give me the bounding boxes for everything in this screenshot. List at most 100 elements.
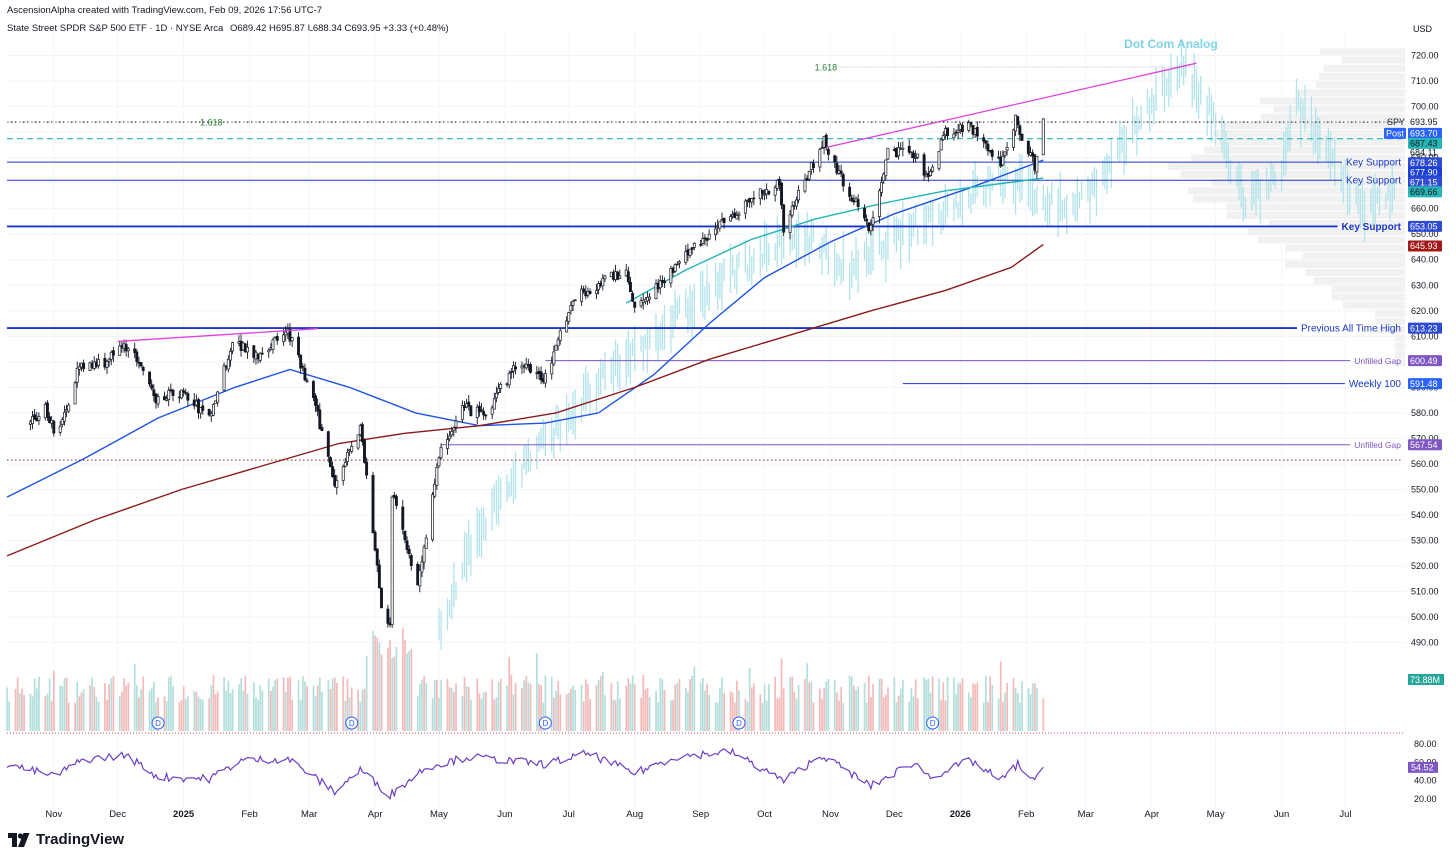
volume-bar xyxy=(953,677,955,731)
volume-bar xyxy=(91,677,94,731)
volume-bar xyxy=(570,688,572,731)
time-tick-label: Nov xyxy=(822,809,839,820)
candle-body xyxy=(633,301,637,308)
volume-bar xyxy=(604,695,606,731)
level-label: Key Support xyxy=(1342,222,1402,233)
volume-bar xyxy=(378,642,381,731)
price-tick-label: 560.00 xyxy=(1411,459,1439,469)
volume-bar xyxy=(625,685,628,731)
volume-bar xyxy=(574,690,577,731)
candle-body xyxy=(109,351,113,360)
candle-body xyxy=(45,402,49,418)
candle-body xyxy=(897,147,901,157)
candle-body xyxy=(75,367,79,383)
candle-body xyxy=(418,570,422,587)
volume-bar xyxy=(776,698,779,731)
dividend-marker xyxy=(538,716,552,730)
volume-bar xyxy=(1019,702,1021,731)
volume-bar xyxy=(895,702,898,731)
attribution-text: AscensionAlpha created with TradingView.… xyxy=(7,5,323,16)
candle-body xyxy=(582,288,586,292)
candle-body xyxy=(692,243,696,248)
volume-bar xyxy=(74,702,76,731)
time-axis[interactable]: Nov Dec 2025 Feb Mar Apr May Jun Jul Aug Sep Oct Nov… xyxy=(45,809,1351,820)
candle-body xyxy=(394,496,398,506)
volume-bar xyxy=(1029,694,1032,731)
candle-body xyxy=(435,467,439,486)
volume-bar xyxy=(306,686,308,731)
volume-bar xyxy=(376,637,379,731)
level-label: Unfilled Gap xyxy=(1354,440,1401,450)
symbol-name[interactable]: State Street SPDR S&P 500 ETF · 1D · NYS… xyxy=(7,23,224,34)
price-tag: 645.93 xyxy=(1410,241,1438,251)
volume-bar xyxy=(506,685,508,731)
volume-bar xyxy=(404,640,406,731)
candle-body xyxy=(1016,116,1020,126)
volume-bar xyxy=(167,677,170,731)
volume-bar xyxy=(361,689,364,731)
volume-bar xyxy=(731,692,734,731)
volume-bar xyxy=(819,688,821,731)
candle-body xyxy=(669,268,673,284)
volume-bar xyxy=(733,702,736,731)
dividend-marker xyxy=(151,716,165,730)
candle-body xyxy=(320,427,324,431)
volume-bar xyxy=(708,694,711,731)
volume-bar xyxy=(123,678,125,731)
volume-bar xyxy=(672,699,674,731)
volume-bar xyxy=(629,683,632,731)
price-axis[interactable]: USD720.00710.00700.00690.00680.00670.006… xyxy=(1384,24,1444,804)
candle-body xyxy=(326,431,330,457)
price-tick-label: 720.00 xyxy=(1411,51,1439,61)
candle-body xyxy=(452,427,456,431)
candle-body xyxy=(350,446,354,452)
candle-body xyxy=(107,358,111,362)
candle-body xyxy=(663,280,666,283)
time-tick-label: Aug xyxy=(626,809,643,820)
volume-bar xyxy=(38,676,40,731)
volume-bar xyxy=(331,678,334,731)
volume-bar xyxy=(18,693,21,731)
volume-bar xyxy=(178,701,181,731)
volume-profile-bar xyxy=(1395,358,1405,366)
volume-bar xyxy=(80,692,83,731)
candle-body xyxy=(373,531,377,551)
volume-bar xyxy=(470,699,472,731)
candle-body xyxy=(922,154,926,176)
time-tick-label: Mar xyxy=(1078,809,1094,820)
volume-profile-bar xyxy=(1226,211,1405,219)
volume-bar xyxy=(112,676,115,731)
candle-body xyxy=(714,228,718,236)
candle-body xyxy=(556,339,560,347)
candle-body xyxy=(318,409,322,429)
volume-bar xyxy=(495,697,498,731)
candle-body xyxy=(156,396,160,405)
volume-profile-bar xyxy=(1259,97,1405,105)
candle-body xyxy=(467,401,471,407)
tradingview-logo[interactable]: TradingView xyxy=(8,831,124,848)
candle-body xyxy=(639,300,643,307)
volume-bar xyxy=(212,675,215,731)
candle-body xyxy=(865,218,869,222)
candle-body xyxy=(33,414,37,420)
volume-bar xyxy=(684,687,687,731)
volume-profile-bar xyxy=(1261,113,1405,121)
candle-body xyxy=(182,390,186,393)
volume-bar xyxy=(836,692,838,731)
volume-profile-bar xyxy=(1315,81,1405,89)
volume-profile-bar xyxy=(1190,154,1405,162)
candle-body xyxy=(673,264,677,272)
volume-bar xyxy=(867,675,870,731)
volume-profile-bar xyxy=(1187,187,1405,195)
volume-bar xyxy=(284,691,287,731)
candle-body xyxy=(701,238,705,244)
volume-bar xyxy=(214,694,217,731)
volume-bar xyxy=(259,685,262,731)
moving-average-line xyxy=(6,243,1044,557)
candle-body xyxy=(420,561,424,573)
price-tick-label: 520.00 xyxy=(1411,561,1439,571)
volume-bar xyxy=(812,702,815,731)
volume-bar xyxy=(927,678,930,731)
price-tick-label: 610.00 xyxy=(1411,331,1439,341)
